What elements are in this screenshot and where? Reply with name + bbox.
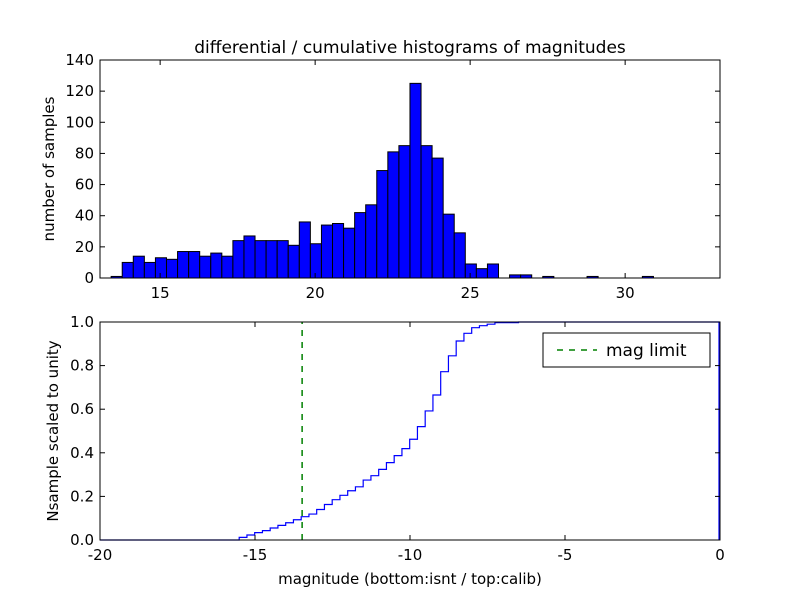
cumulative-step-line <box>100 321 720 541</box>
histogram-bar <box>243 235 256 279</box>
y-tick-label: 80 <box>75 144 94 162</box>
bottom-cumulative-axes: -20 -15 -10 -5 0 0.0 0.2 0.4 0.6 0.8 1.0 <box>70 313 725 564</box>
bottom-y-axis-label: Nsample scaled to unity <box>44 340 62 521</box>
histogram-bar <box>398 145 411 279</box>
histogram-bar <box>409 82 422 279</box>
y-tick-label: 0.6 <box>70 400 94 418</box>
histogram-bar <box>298 221 311 279</box>
histogram-bar <box>254 240 267 279</box>
histogram-bar <box>420 145 433 279</box>
histogram-bar <box>320 224 334 279</box>
x-tick-label: 25 <box>461 284 480 302</box>
histogram-bar <box>121 261 134 279</box>
y-tick-label: 0.0 <box>70 531 94 549</box>
histogram-bar <box>453 232 466 279</box>
histogram-bar <box>188 251 201 279</box>
y-tick-label: 40 <box>75 207 94 225</box>
y-tick-label: 0.4 <box>70 444 94 462</box>
axes-frame <box>99 59 721 279</box>
y-tick-label: 100 <box>65 113 94 131</box>
y-tick-label: 0.2 <box>70 487 94 505</box>
y-tick-label: 140 <box>65 51 94 69</box>
x-tick-label: 30 <box>616 284 635 302</box>
histogram-bar <box>287 244 300 279</box>
histogram-bar <box>486 263 500 279</box>
y-tick-label: 0.8 <box>70 357 94 375</box>
histogram-bar <box>431 157 444 279</box>
y-tick-label: 0 <box>84 269 94 287</box>
y-tick-label: 60 <box>75 176 94 194</box>
histogram-bar <box>387 151 400 279</box>
top-histogram-axes: 15 20 25 30 0 20 40 60 80 100 120 140 <box>65 51 721 302</box>
x-tick-label: -5 <box>558 546 573 564</box>
histogram-bar <box>232 240 245 279</box>
x-tick-label: -15 <box>243 546 268 564</box>
bottom-x-axis-label: magnitude (bottom:isnt / top:calib) <box>278 570 542 588</box>
histogram-bar <box>132 255 145 279</box>
histogram-bar <box>210 252 223 279</box>
legend: mag limit <box>542 332 711 368</box>
histogram-bar <box>199 255 212 279</box>
histogram-bar <box>332 223 345 279</box>
x-tick-label: 15 <box>151 284 170 302</box>
histogram-bar <box>464 263 477 279</box>
chart-title: differential / cumulative histograms of … <box>194 38 626 58</box>
histogram-bar <box>265 240 278 279</box>
x-tick-label: -10 <box>398 546 423 564</box>
top-y-axis-label: number of samples <box>40 96 58 241</box>
x-tick-label: -20 <box>88 546 113 564</box>
histogram-bar <box>354 212 367 279</box>
histogram-bar <box>177 251 190 279</box>
histogram-bar <box>309 243 322 279</box>
histogram-bar <box>154 257 167 279</box>
histogram-bar <box>165 258 179 279</box>
legend-label-mag-limit: mag limit <box>606 341 687 361</box>
histogram-bar <box>343 227 356 279</box>
histogram-bar <box>365 204 378 279</box>
histogram-bar <box>442 213 455 279</box>
y-tick-label: 1.0 <box>70 313 94 331</box>
histogram-bar <box>276 240 289 279</box>
histogram-bar <box>143 261 156 279</box>
histogram-bar <box>475 268 488 279</box>
x-tick-label: 0 <box>715 546 725 564</box>
histogram-bar <box>221 255 234 279</box>
y-tick-label: 20 <box>75 238 94 256</box>
y-tick-label: 120 <box>65 82 94 100</box>
histogram-bar <box>376 170 389 279</box>
x-tick-label: 20 <box>306 284 325 302</box>
